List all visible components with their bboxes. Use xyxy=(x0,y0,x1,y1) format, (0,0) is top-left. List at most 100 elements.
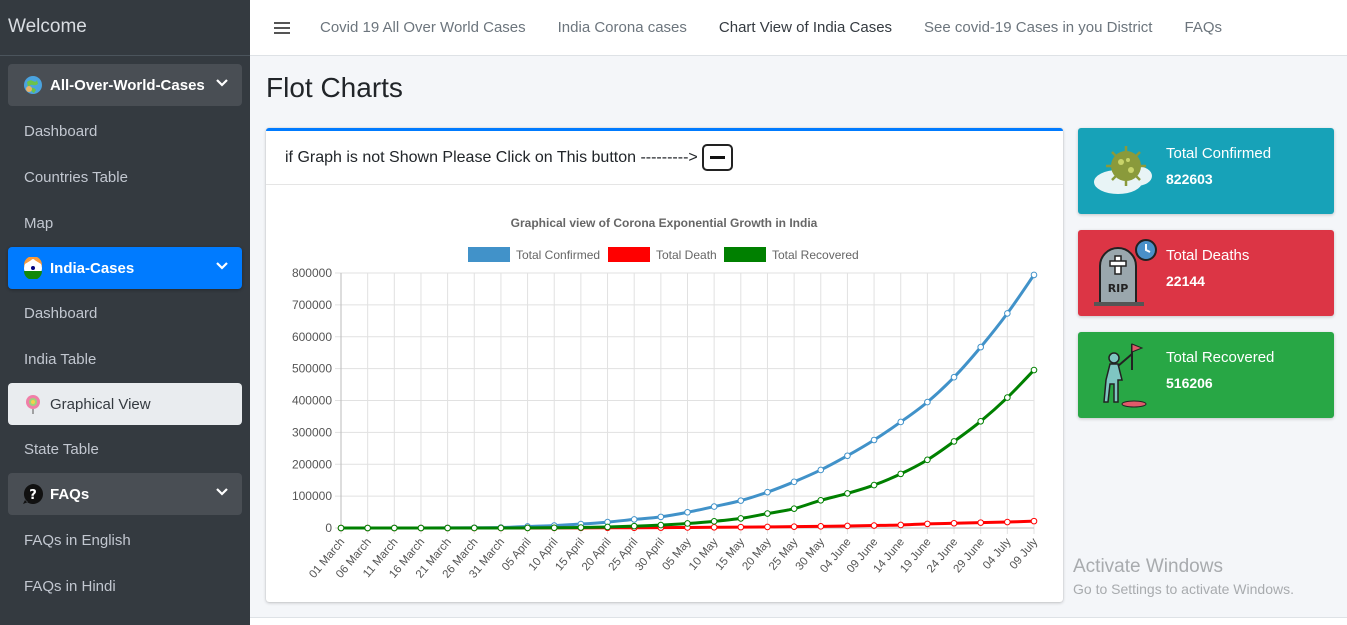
infobox-total-recovered: Total Recovered 516206 xyxy=(1078,332,1334,418)
data-point xyxy=(764,488,771,496)
data-point xyxy=(977,417,984,425)
legend-swatch xyxy=(468,247,510,262)
sidebar-item-graphical-view[interactable]: Graphical View xyxy=(8,383,242,425)
sidebar-item-label: India Table xyxy=(24,350,97,368)
question-icon: ? xyxy=(22,483,44,505)
data-point xyxy=(1004,518,1011,526)
watermark-subtitle: Go to Settings to activate Windows. xyxy=(1073,581,1294,597)
sidebar-item-label: Dashboard xyxy=(24,304,98,322)
chevron-down-icon xyxy=(216,488,228,496)
sidebar-item-india-table[interactable]: India Table xyxy=(8,337,242,381)
data-point xyxy=(684,520,691,527)
menu-icon[interactable] xyxy=(274,19,290,37)
data-point xyxy=(497,524,505,532)
data-point xyxy=(764,510,771,517)
data-point xyxy=(657,513,665,521)
sidebar-group-label: India-Cases xyxy=(50,259,135,277)
nav-link-district-cases[interactable]: See covid-19 Cases in you District xyxy=(924,19,1153,36)
sidebar-item-countries-table[interactable]: Countries Table xyxy=(8,155,242,199)
infobox-label: Total Recovered xyxy=(1166,349,1275,366)
sidebar-item-label: Graphical View xyxy=(50,395,151,413)
data-point xyxy=(684,508,691,516)
balloon-icon xyxy=(22,393,44,415)
sidebar: Welcome All-Over-World-Cases Dashboard C… xyxy=(0,0,250,625)
sidebar-item-state-table[interactable]: State Table xyxy=(8,427,242,471)
data-point xyxy=(897,470,905,478)
svg-text:RIP: RIP xyxy=(1108,282,1129,295)
line-chart: Graphical view of Corona Exponential Gro… xyxy=(292,216,1041,581)
nav-link-india-cases[interactable]: India Corona cases xyxy=(557,19,687,36)
y-tick-label: 800000 xyxy=(292,266,332,280)
data-point xyxy=(790,478,798,486)
data-point xyxy=(444,524,451,532)
infobox-label: Total Deaths xyxy=(1166,247,1250,264)
sidebar-item-label: Countries Table xyxy=(24,168,128,186)
data-point xyxy=(391,524,398,532)
sidebar-item-faqs-english[interactable]: FAQs in English xyxy=(8,518,242,562)
infobox-total-confirmed: Total Confirmed 822603 xyxy=(1078,128,1334,214)
sidebar-group-india-cases[interactable]: India-Cases xyxy=(8,247,242,289)
card-header: if Graph is not Shown Please Click on Th… xyxy=(266,131,1063,185)
data-point xyxy=(924,398,931,406)
data-point xyxy=(524,524,531,532)
data-point xyxy=(924,456,931,464)
infobox-value: 516206 xyxy=(1166,375,1213,391)
data-point xyxy=(977,343,984,351)
sidebar-item-map[interactable]: Map xyxy=(8,201,242,245)
y-tick-label: 500000 xyxy=(292,362,332,376)
sidebar-group-world-cases[interactable]: All-Over-World-Cases xyxy=(8,64,242,106)
sidebar-group-label: All-Over-World-Cases xyxy=(50,76,205,94)
data-point xyxy=(950,438,958,445)
legend-swatch xyxy=(724,247,766,262)
data-point xyxy=(870,436,878,444)
infobox-value: 822603 xyxy=(1166,171,1213,187)
sidebar-item-world-dashboard[interactable]: Dashboard xyxy=(8,109,242,153)
nav-link-world-cases[interactable]: Covid 19 All Over World Cases xyxy=(320,19,526,36)
data-point xyxy=(1004,310,1011,317)
minus-icon xyxy=(709,156,725,159)
tombstone-icon: RIP xyxy=(1094,239,1157,306)
y-tick-label: 700000 xyxy=(292,298,332,312)
data-point xyxy=(1030,366,1038,374)
x-tick-label: 09 July xyxy=(1008,536,1041,572)
y-tick-label: 400000 xyxy=(292,394,332,408)
data-point xyxy=(577,524,585,531)
windows-activation-watermark: Activate Windows Go to Settings to activ… xyxy=(1073,556,1294,597)
india-flag-icon xyxy=(22,257,44,279)
person-flag-icon xyxy=(1103,343,1147,408)
nav-link-faqs[interactable]: FAQs xyxy=(1184,19,1222,36)
sidebar-nav: All-Over-World-Cases Dashboard Countries… xyxy=(0,56,250,618)
data-point xyxy=(737,523,745,531)
chart-card: if Graph is not Shown Please Click on Th… xyxy=(266,128,1063,602)
chevron-down-icon xyxy=(216,79,228,87)
data-point xyxy=(470,524,478,532)
legend-swatch xyxy=(608,247,650,262)
y-tick-label: 200000 xyxy=(292,457,332,471)
data-point xyxy=(737,497,745,504)
sidebar-group-faqs[interactable]: ? FAQs xyxy=(8,473,242,515)
data-point xyxy=(337,524,345,532)
data-point xyxy=(897,418,905,426)
sidebar-item-label: Map xyxy=(24,214,54,232)
collapse-button[interactable] xyxy=(701,144,733,171)
sidebar-item-faqs-hindi[interactable]: FAQs in Hindi xyxy=(8,564,242,608)
sidebar-item-label: FAQs in Hindi xyxy=(24,577,116,595)
data-point xyxy=(977,519,984,526)
data-point xyxy=(897,521,905,529)
data-point xyxy=(737,515,745,522)
legend-label: Total Death xyxy=(656,248,717,262)
sidebar-item-label: FAQs in English xyxy=(24,531,131,549)
data-point xyxy=(364,524,371,532)
data-point xyxy=(1030,271,1038,279)
data-point xyxy=(710,523,718,531)
x-tick-label: 04 July xyxy=(981,536,1014,572)
virus-icon xyxy=(1094,146,1152,194)
y-tick-label: 0 xyxy=(325,521,332,535)
sidebar-group-label: FAQs xyxy=(50,485,90,503)
data-point xyxy=(844,452,851,460)
data-point xyxy=(870,481,878,489)
nav-link-chart-view[interactable]: Chart View of India Cases xyxy=(718,19,893,36)
sidebar-item-india-dashboard[interactable]: Dashboard xyxy=(8,291,242,335)
page-title: Flot Charts xyxy=(266,72,403,103)
brand-title[interactable]: Welcome xyxy=(0,0,250,56)
